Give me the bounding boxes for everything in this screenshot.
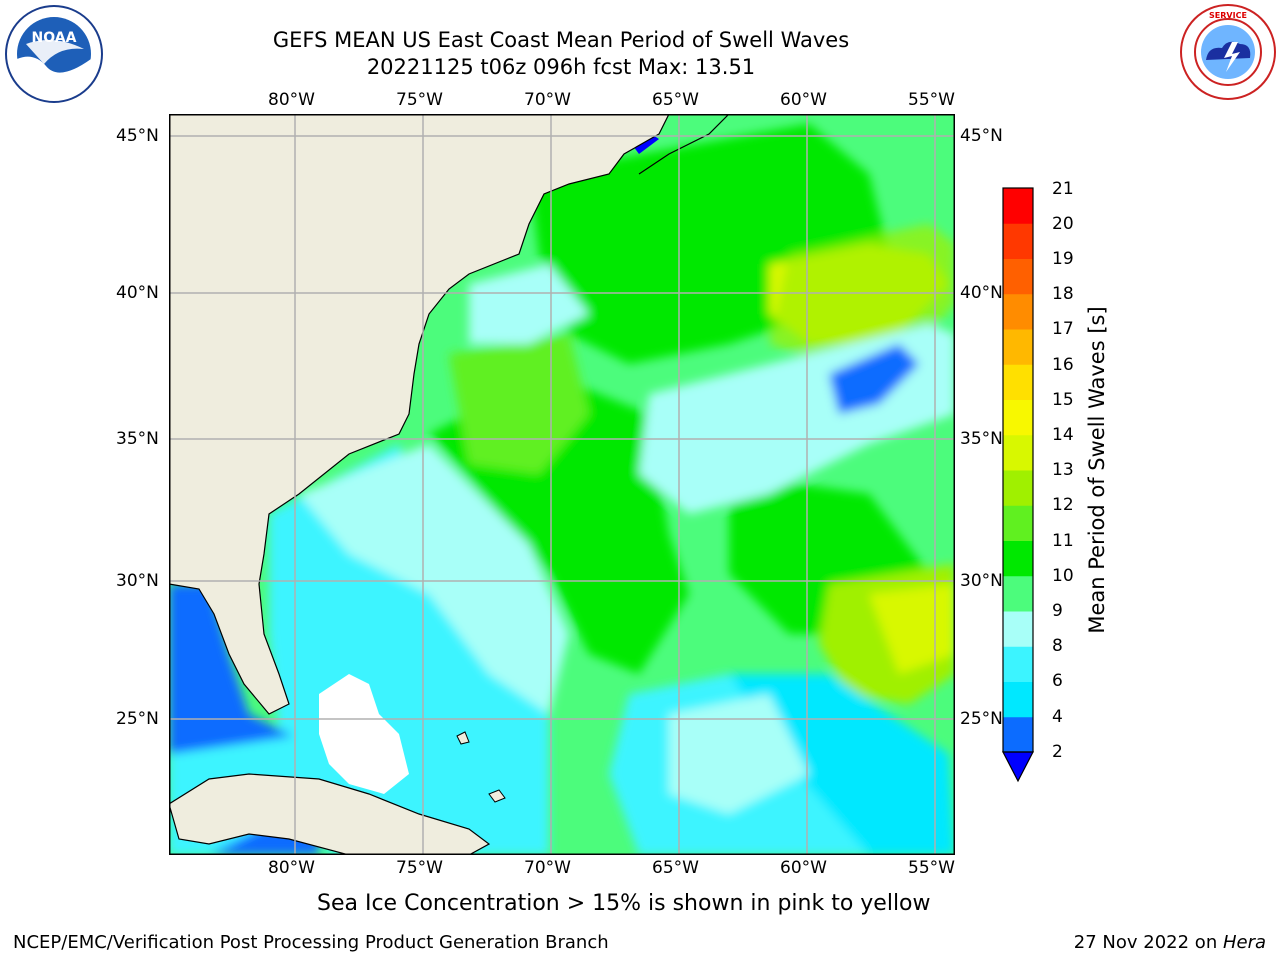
colorbar — [1002, 187, 1034, 783]
lat-label-left-35n: 35°N — [116, 429, 159, 449]
footer-machine: Hera — [1222, 932, 1266, 953]
colorbar-segment — [1003, 188, 1033, 224]
colorbar-tick: 20 — [1052, 214, 1074, 234]
lon-label-bottom-55w: 55°W — [908, 858, 955, 878]
swell-period-map — [169, 114, 955, 855]
colorbar-segment — [1003, 293, 1033, 330]
lon-label-bottom-60w: 60°W — [780, 858, 827, 878]
lat-label-left-30n: 30°N — [116, 571, 159, 591]
lat-label-left-25n: 25°N — [116, 709, 159, 729]
colorbar-underflow-arrow — [1002, 751, 1034, 783]
lon-label-top-65w: 65°W — [652, 90, 699, 110]
colorbar-tick: 4 — [1052, 707, 1063, 727]
lat-label-left-45n: 45°N — [116, 126, 159, 146]
footer-credit: NCEP/EMC/Verification Post Processing Pr… — [13, 932, 609, 953]
colorbar-segment — [1003, 681, 1033, 718]
colorbar-segment — [1003, 575, 1033, 612]
colorbar-segment — [1003, 434, 1033, 471]
sea-ice-note: Sea Ice Concentration > 15% is shown in … — [317, 891, 931, 916]
lon-label-bottom-65w: 65°W — [652, 858, 699, 878]
lat-label-left-40n: 40°N — [116, 283, 159, 303]
colorbar-tick: 13 — [1052, 460, 1074, 480]
noaa-logo: NOAA — [5, 5, 103, 103]
colorbar-segment — [1003, 716, 1033, 753]
colorbar-tick: 10 — [1052, 566, 1074, 586]
colorbar-segment — [1003, 399, 1033, 436]
colorbar-tick: 21 — [1052, 179, 1074, 199]
lon-label-top-55w: 55°W — [908, 90, 955, 110]
colorbar-segment — [1003, 540, 1033, 577]
colorbar-tick: 6 — [1052, 671, 1063, 691]
colorbar-label: Mean Period of Swell Waves [s] — [1085, 306, 1109, 634]
footer-date: 27 Nov 2022 on Hera — [1074, 932, 1266, 953]
lon-label-top-70w: 70°W — [524, 90, 571, 110]
nws-logo: SERVICE — [1180, 4, 1276, 100]
colorbar-tick: 18 — [1052, 284, 1074, 304]
lon-label-top-75w: 75°W — [396, 90, 443, 110]
colorbar-segment — [1003, 258, 1033, 295]
chart-title: GEFS MEAN US East Coast Mean Period of S… — [272, 28, 850, 52]
chart-subtitle: 20221125 t06z 096h fcst Max: 13.51 — [366, 55, 756, 79]
colorbar-segment — [1003, 646, 1033, 682]
colorbar-tick: 12 — [1052, 495, 1074, 515]
svg-text:SERVICE: SERVICE — [1209, 11, 1247, 20]
colorbar-tick: 8 — [1052, 636, 1063, 656]
lon-label-top-80w: 80°W — [268, 90, 315, 110]
lon-label-bottom-70w: 70°W — [524, 858, 571, 878]
colorbar-tick: 16 — [1052, 355, 1074, 375]
lat-label-right-25n: 25°N — [960, 709, 1003, 729]
footer-date-text: 27 Nov 2022 on — [1073, 932, 1223, 953]
lon-label-bottom-80w: 80°W — [268, 858, 315, 878]
lat-label-right-30n: 30°N — [960, 571, 1003, 591]
colorbar-segment — [1003, 364, 1033, 400]
colorbar-tick: 9 — [1052, 601, 1063, 621]
colorbar-segment — [1003, 223, 1033, 259]
lon-label-bottom-75w: 75°W — [396, 858, 443, 878]
lat-label-right-40n: 40°N — [960, 283, 1003, 303]
colorbar-tick: 2 — [1052, 742, 1063, 762]
colorbar-tick: 14 — [1052, 425, 1074, 445]
colorbar-segment — [1003, 470, 1033, 506]
lon-label-top-60w: 60°W — [780, 90, 827, 110]
lat-label-right-35n: 35°N — [960, 429, 1003, 449]
noaa-logo-text: NOAA — [32, 30, 77, 46]
colorbar-segment — [1003, 505, 1033, 541]
colorbar-segments — [1003, 188, 1033, 753]
grid-lines — [169, 114, 954, 854]
lat-label-right-45n: 45°N — [960, 126, 1003, 146]
colorbar-tick: 19 — [1052, 249, 1074, 269]
colorbar-tick: 17 — [1052, 319, 1074, 339]
colorbar-tick: 11 — [1052, 531, 1074, 551]
colorbar-tick: 15 — [1052, 390, 1074, 410]
colorbar-segment — [1003, 611, 1033, 647]
colorbar-segment — [1003, 329, 1033, 365]
